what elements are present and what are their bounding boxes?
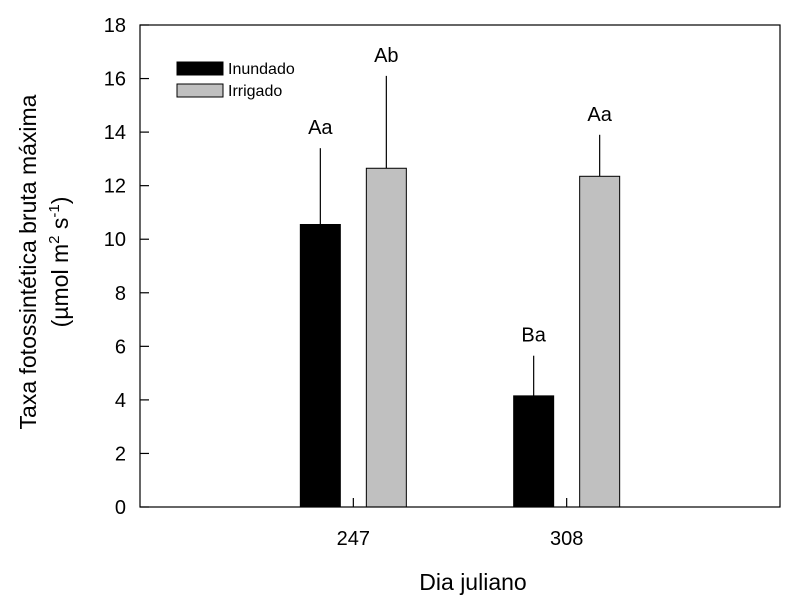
x-tick-label-0: 247 xyxy=(337,528,370,550)
y-axis-title-line1: Taxa fotossintética bruta máxima xyxy=(15,94,41,429)
bar-irrigado-247 xyxy=(365,167,407,508)
y-tick-label-3: 6 xyxy=(115,336,126,358)
legend-label-inundado: Inundado xyxy=(228,61,295,78)
legend-label-irrigado: Irrigado xyxy=(228,83,282,100)
y-tick-label-1: 2 xyxy=(115,443,126,465)
y-tick-label-8: 16 xyxy=(104,69,126,91)
y-axis-title: Taxa fotossintética bruta máxima (µmol m… xyxy=(15,94,73,429)
bar-annotation-inundado-247: Aa xyxy=(308,117,333,139)
bar-inundado-308 xyxy=(513,395,555,508)
y-tick-label-7: 14 xyxy=(104,122,126,144)
bar-irrigado-308 xyxy=(579,175,621,508)
bar-annotation-inundado-308: Ba xyxy=(521,325,546,347)
legend: Inundado Irrigado xyxy=(176,61,295,100)
plot-area: 0 2 4 6 8 10 12 14 16 18 247 Aa Ab 308 Ba Aa Inundado Irr… xyxy=(104,15,621,550)
x-axis-title: Dia juliano xyxy=(419,569,526,595)
y-tick-label-4: 8 xyxy=(115,283,126,305)
y-tick-label-0: 0 xyxy=(115,497,126,519)
y-axis-title-line2: (µmol m2 s-1) xyxy=(46,197,73,328)
plot-frame xyxy=(139,24,781,508)
y-tick-label-6: 12 xyxy=(104,176,126,198)
y-tick-label-2: 4 xyxy=(115,390,126,412)
y-tick-label-5: 10 xyxy=(104,229,126,251)
bar-inundado-247 xyxy=(299,223,341,508)
legend-swatch-inundado xyxy=(176,61,224,76)
bar-annotation-irrigado-308: Aa xyxy=(587,104,612,126)
y-tick-label-9: 18 xyxy=(104,15,126,37)
legend-swatch-irrigado xyxy=(176,83,224,98)
x-tick-label-1: 308 xyxy=(550,528,583,550)
bar-annotation-irrigado-247: Ab xyxy=(374,45,398,67)
